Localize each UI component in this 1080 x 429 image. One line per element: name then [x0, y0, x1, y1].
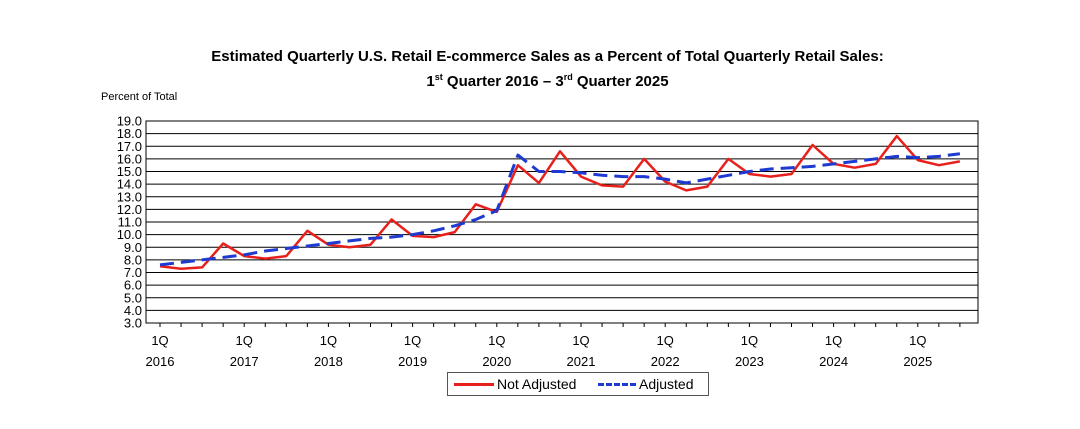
- y-tick-label: 18.0: [117, 126, 142, 141]
- legend-swatch-not-adjusted: [454, 382, 494, 386]
- legend-item-not-adjusted: Not Adjusted: [454, 375, 576, 393]
- x-tick-quarter: 1Q: [151, 333, 168, 348]
- y-tick-label: 17.0: [117, 139, 142, 154]
- y-tick-label: 8.0: [124, 252, 142, 267]
- x-tick-quarter: 1Q: [320, 333, 337, 348]
- title-part3: Quarter 2025: [572, 73, 669, 90]
- series-line-not-adjusted: [159, 134, 961, 270]
- y-tick-label: 19.0: [117, 114, 142, 129]
- x-tick-quarter: 1Q: [488, 333, 505, 348]
- x-tick-labels: 1Q 2016 1Q 2017 1Q 2018 1Q 2019 1Q 2020 1Q 2021 1Q 20…: [146, 323, 961, 369]
- series-line-adjusted: [159, 152, 961, 267]
- y-tick-label: 13.0: [117, 189, 142, 204]
- y-tick-label: 6.0: [124, 278, 142, 293]
- y-tick-label: 10.0: [117, 227, 142, 242]
- y-tick-label: 16.0: [117, 151, 142, 166]
- x-tick-quarter: 1Q: [404, 333, 421, 348]
- title-sup2: rd: [563, 72, 573, 82]
- title-part2: Quarter 2016 – 3: [442, 73, 564, 90]
- x-tick-quarter: 1Q: [825, 333, 842, 348]
- series-lines: [159, 134, 961, 270]
- x-tick-year: 2024: [819, 354, 848, 369]
- y-tick-label: 4.0: [124, 303, 142, 318]
- x-tick-quarter: 1Q: [572, 333, 589, 348]
- x-tick-year: 2019: [398, 354, 427, 369]
- x-tick-quarter: 1Q: [657, 333, 674, 348]
- x-tick-quarter: 1Q: [741, 333, 758, 348]
- legend-label-not-adjusted: Not Adjusted: [497, 376, 577, 392]
- title-sup1: st: [434, 72, 443, 82]
- x-tick-year: 2020: [482, 354, 511, 369]
- x-tick-year: 2017: [230, 354, 259, 369]
- legend-label-adjusted: Adjusted: [639, 376, 694, 392]
- chart-title: Estimated Quarterly U.S. Retail E-commer…: [0, 46, 1080, 92]
- y-tick-labels: 3.04.05.06.07.08.09.010.011.012.013.014.…: [117, 114, 142, 331]
- x-tick-year: 2016: [146, 354, 175, 369]
- y-axis-label: Percent of Total: [101, 91, 178, 103]
- legend: Not Adjusted Adjusted: [447, 372, 709, 396]
- x-tick-quarter: 1Q: [909, 333, 926, 348]
- y-tick-label: 11.0: [118, 215, 142, 230]
- y-tick-label: 14.0: [117, 177, 142, 192]
- chart-title-line1: Estimated Quarterly U.S. Retail E-commer…: [211, 48, 884, 65]
- y-tick-label: 15.0: [117, 164, 142, 179]
- x-tick-year: 2021: [567, 354, 596, 369]
- plot-frame: [145, 120, 979, 324]
- chart-title-line2: 1st Quarter 2016 – 3rd Quarter 2025: [0, 67, 1080, 92]
- y-tick-label: 5.0: [124, 290, 142, 305]
- y-tick-label: 3.0: [124, 316, 142, 331]
- x-tick-quarter: 1Q: [236, 333, 253, 348]
- y-tick-label: 9.0: [124, 240, 142, 255]
- y-tick-label: 7.0: [124, 265, 142, 280]
- title-part1: 1: [426, 73, 435, 90]
- x-tick-year: 2022: [651, 354, 680, 369]
- y-tick-label: 12.0: [117, 202, 142, 217]
- x-tick-year: 2023: [735, 354, 764, 369]
- legend-swatch-adjusted: [598, 382, 636, 386]
- x-tick-year: 2025: [903, 354, 932, 369]
- gridlines: [146, 120, 978, 324]
- x-tick-year: 2018: [314, 354, 343, 369]
- legend-item-adjusted: Adjusted: [598, 375, 693, 393]
